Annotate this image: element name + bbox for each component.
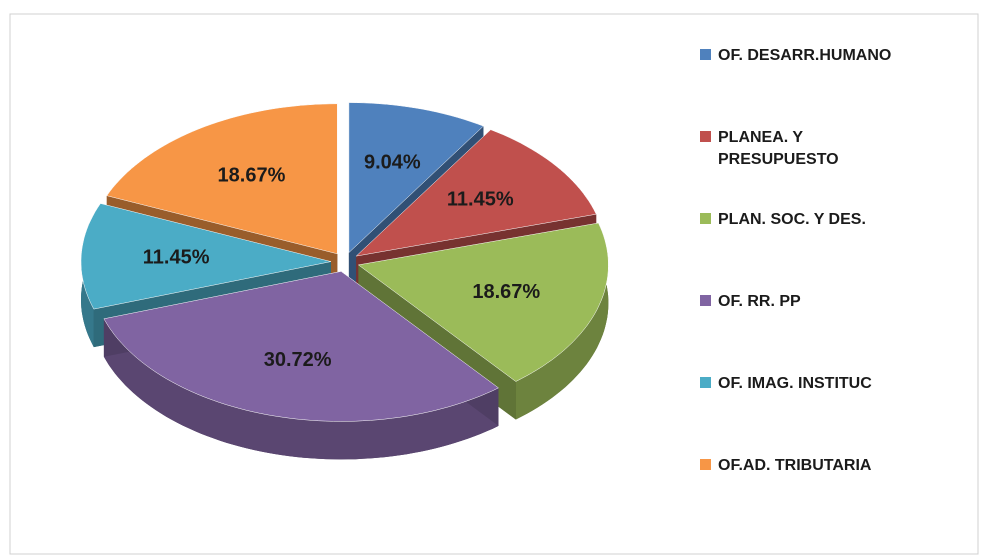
legend-label: OF. DESARR.HUMANO [718,47,892,64]
slice [357,222,609,382]
slice [80,203,332,310]
legend-item: PLAN. SOC. Y DES. [700,209,923,231]
legend-label: OF.AD. TRIBUTARIA [718,457,872,474]
slice [103,271,499,422]
legend-item: OF. RR. PP [700,291,923,313]
legend-item: OF. DESARR.HUMANO [700,45,923,67]
legend-swatch [700,213,711,224]
slice [348,102,484,254]
legend-label: PLAN. SOC. Y DES. [718,211,866,228]
legend-swatch [700,459,711,470]
data-label: 18.67% [218,165,286,187]
slice [106,103,338,255]
legend-label: PLANEA. Y PRESUPUESTO [718,129,839,168]
legend-label: OF. IMAG. INSTITUC [718,375,872,392]
legend-item: OF.AD. TRIBUTARIA [700,455,923,477]
legend-label: OF. RR. PP [718,293,801,310]
slice [355,129,597,257]
data-label: 9.04% [364,152,421,174]
data-label: 11.45% [143,246,210,268]
slice-side [515,223,609,420]
slice-side [103,318,499,460]
legend-item: PLANEA. Y PRESUPUESTO [700,127,923,171]
legend-item: OF. IMAG. INSTITUC [700,373,923,395]
data-label: 18.67% [472,281,540,303]
legend-swatch [700,131,711,142]
legend-swatch [700,295,711,306]
data-label: 11.45% [447,189,514,211]
data-label: 30.72% [264,349,332,371]
legend-swatch [700,377,711,388]
legend-swatch [700,49,711,60]
